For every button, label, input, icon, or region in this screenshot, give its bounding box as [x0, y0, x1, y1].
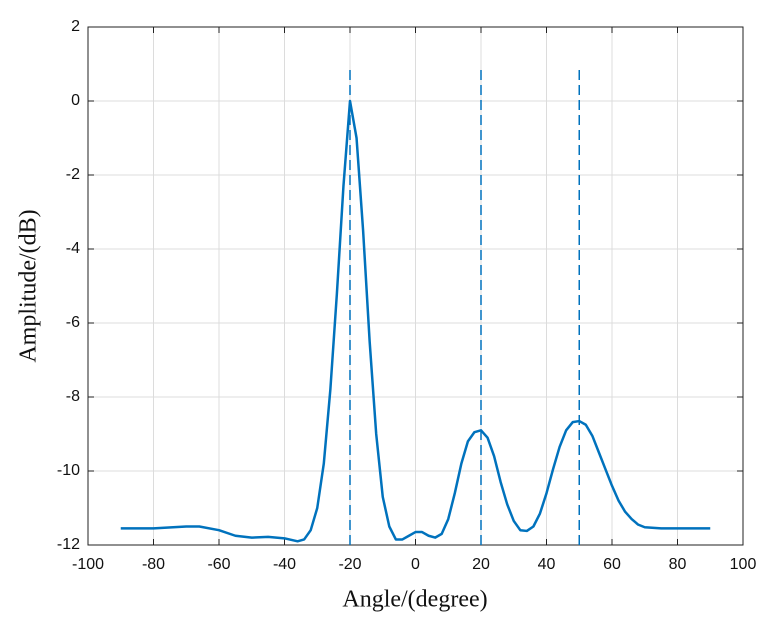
- y-tick-label: -8: [66, 388, 80, 405]
- y-axis-label: Amplitude/(dB): [16, 209, 42, 362]
- x-tick-label: 0: [411, 556, 420, 573]
- x-tick-label: -100: [72, 556, 104, 573]
- y-tick-label: -2: [66, 166, 80, 183]
- x-tick-label: 80: [669, 556, 687, 573]
- x-tick-label: 40: [538, 556, 556, 573]
- x-tick-label: -80: [142, 556, 165, 573]
- x-axis-label: Angle/(degree): [342, 587, 487, 613]
- plot-frame: [87, 26, 744, 546]
- y-tick-label: -6: [66, 314, 80, 331]
- x-tick-label: 60: [603, 556, 621, 573]
- x-tick-label: -40: [273, 556, 296, 573]
- x-tick-label: -20: [338, 556, 361, 573]
- y-tick-label: 2: [71, 18, 80, 35]
- y-tick-label: 0: [71, 92, 80, 109]
- x-tick-label: 20: [472, 556, 490, 573]
- x-tick-label: -60: [207, 556, 230, 573]
- y-tick-label: -12: [57, 536, 80, 553]
- y-tick-label: -4: [66, 240, 80, 257]
- y-tick-label: -10: [57, 462, 80, 479]
- x-tick-label: 100: [730, 556, 757, 573]
- data-line: [120, 99, 711, 543]
